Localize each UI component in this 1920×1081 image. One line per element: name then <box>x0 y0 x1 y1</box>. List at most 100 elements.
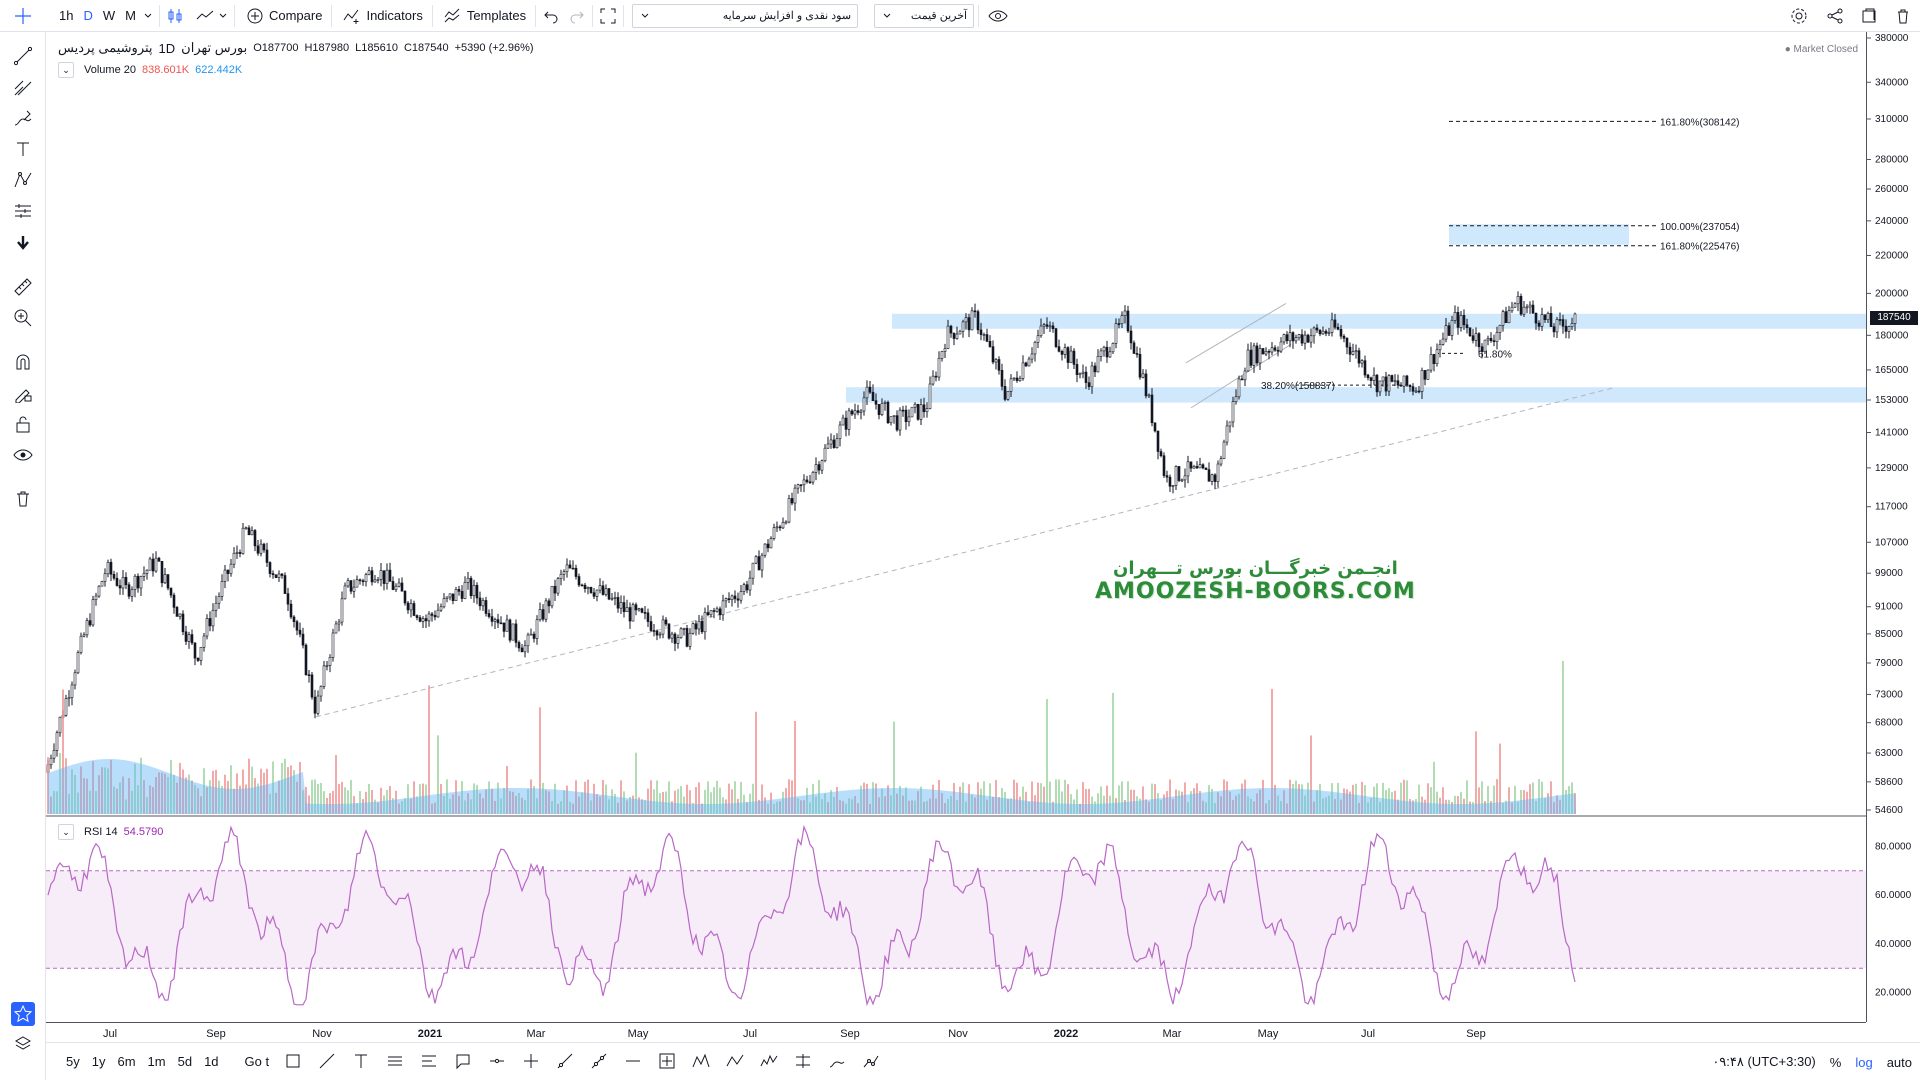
hline-icon[interactable] <box>618 1046 648 1076</box>
ruler-icon[interactable] <box>11 275 35 299</box>
interval-w[interactable]: W <box>102 8 116 23</box>
elliott-wave-icon[interactable] <box>754 1046 784 1076</box>
extended-line-icon[interactable] <box>584 1046 614 1076</box>
rectangle-icon[interactable] <box>278 1046 308 1076</box>
brush-icon[interactable] <box>11 106 35 130</box>
brush-icon[interactable] <box>822 1046 852 1076</box>
trend-line[interactable] <box>315 386 1617 718</box>
support-zone[interactable] <box>846 387 1866 403</box>
volume-bar <box>971 794 973 814</box>
measure-icon[interactable] <box>652 1046 682 1076</box>
forecast-icon[interactable] <box>788 1046 818 1076</box>
chart-area[interactable]: 161.80%(308142) 100.00%(237054) 161.80%(22… <box>46 32 1866 1022</box>
gear-icon[interactable] <box>1788 5 1810 27</box>
volume-bar <box>581 792 583 814</box>
volume-bar <box>842 800 844 814</box>
share-icon[interactable] <box>1824 5 1846 27</box>
candle-body <box>532 633 536 639</box>
fullscreen-icon[interactable] <box>597 5 619 27</box>
range-5d[interactable]: 5d <box>177 1054 193 1069</box>
pattern-icon[interactable] <box>11 168 35 192</box>
candle-body <box>337 621 341 625</box>
goto-button[interactable]: Go t <box>244 1054 270 1069</box>
pitchfork-icon[interactable] <box>11 75 35 99</box>
undo-icon[interactable] <box>540 5 562 27</box>
candle-body <box>124 576 128 586</box>
crosshair-icon[interactable] <box>12 5 34 27</box>
log-toggle[interactable]: log <box>1855 1054 1873 1070</box>
candle-body <box>985 334 989 342</box>
text-icon[interactable] <box>346 1046 376 1076</box>
trash-icon[interactable] <box>1892 5 1914 27</box>
snapshot-icon[interactable] <box>1858 5 1880 27</box>
arrow-down-icon[interactable] <box>11 230 35 254</box>
timezone-clock[interactable]: ۰۹:۴۸ (UTC+3:30) <box>1712 1054 1816 1069</box>
volume-bar <box>953 783 955 814</box>
range-1m[interactable]: 1m <box>147 1054 166 1069</box>
trend-line-icon[interactable] <box>11 44 35 68</box>
compare-button[interactable]: Compare <box>239 3 327 29</box>
prediction-icon[interactable] <box>11 199 35 223</box>
callout-icon[interactable] <box>448 1046 478 1076</box>
channel-line[interactable] <box>1185 303 1287 364</box>
range-1d[interactable]: 1d <box>204 1054 219 1069</box>
favorites-star-icon[interactable] <box>11 1002 35 1026</box>
lock-drawing-icon[interactable] <box>11 381 35 405</box>
collapse-icon[interactable]: ⌄ <box>58 824 74 840</box>
volume-bar <box>869 803 871 814</box>
chevron-down-icon[interactable] <box>141 5 155 27</box>
interval-m[interactable]: M <box>125 8 136 23</box>
candle-body <box>280 573 284 576</box>
line-icon[interactable] <box>312 1046 342 1076</box>
dividends-dropdown[interactable]: سود نقدی و افزایش سرمایه <box>632 3 859 28</box>
range-5y[interactable]: 5y <box>66 1054 80 1069</box>
collapse-icon[interactable]: ⌄ <box>58 62 74 78</box>
cross-line-icon[interactable] <box>516 1046 546 1076</box>
parallel-channel-icon[interactable] <box>380 1046 410 1076</box>
chevron-down-icon[interactable] <box>216 5 230 27</box>
volume-bar <box>1439 797 1441 814</box>
eye-icon[interactable] <box>11 443 35 467</box>
unlock-icon[interactable] <box>11 412 35 436</box>
horizontal-ray-icon[interactable] <box>482 1046 512 1076</box>
range-1y[interactable]: 1y <box>91 1054 106 1069</box>
layers-icon[interactable] <box>11 1032 35 1056</box>
indicators-button[interactable]: Indicators <box>336 3 427 29</box>
text-icon[interactable] <box>11 137 35 161</box>
line-chart-icon[interactable] <box>194 5 216 27</box>
time-axis[interactable]: Jul Sep Nov 2021 Mar May Jul Sep Nov 2022 Mar May Ju… <box>46 1022 1866 1042</box>
auto-toggle[interactable]: auto <box>1886 1054 1912 1070</box>
candle-body <box>1267 351 1271 353</box>
resistance-zone[interactable] <box>892 313 1866 329</box>
price-axis[interactable]: 380000 340000 310000 280000 260000 240000 2200… <box>1866 32 1920 1022</box>
candle-body <box>481 600 485 607</box>
templates-button[interactable]: Templates <box>437 3 531 29</box>
symbol-name[interactable]: پتروشیمی پردیس <box>58 40 153 55</box>
ray-icon[interactable] <box>550 1046 580 1076</box>
eye-icon[interactable] <box>987 5 1009 27</box>
volume-bar <box>1250 798 1252 814</box>
candle-body <box>1549 313 1553 327</box>
redo-icon[interactable] <box>566 5 588 27</box>
price-type-dropdown[interactable]: آخرین قیمت <box>874 3 975 28</box>
trash-icon[interactable] <box>11 487 35 511</box>
range-6m[interactable]: 6m <box>117 1054 136 1069</box>
candles[interactable] <box>46 291 1577 774</box>
zoom-icon[interactable] <box>11 306 35 330</box>
volume-bar <box>95 791 97 814</box>
percent-toggle[interactable]: % <box>1829 1054 1842 1070</box>
channel-line[interactable] <box>1190 343 1292 409</box>
fib-icon[interactable] <box>414 1046 444 1076</box>
interval-d[interactable]: D <box>83 8 93 23</box>
path-icon[interactable] <box>856 1046 886 1076</box>
xabcd-pattern-icon[interactable] <box>686 1046 716 1076</box>
abcd-pattern-icon[interactable] <box>720 1046 750 1076</box>
volume-bar <box>1109 795 1111 814</box>
magnet-icon[interactable] <box>11 350 35 374</box>
interval-1h[interactable]: 1h <box>59 8 74 23</box>
candles-icon[interactable] <box>164 5 186 27</box>
volume-bar <box>1040 783 1042 814</box>
volume-bar <box>1535 800 1537 814</box>
price-chart[interactable]: 161.80%(308142) 100.00%(237054) 161.80%(22… <box>46 32 1866 1022</box>
target-zone[interactable] <box>1449 224 1629 245</box>
